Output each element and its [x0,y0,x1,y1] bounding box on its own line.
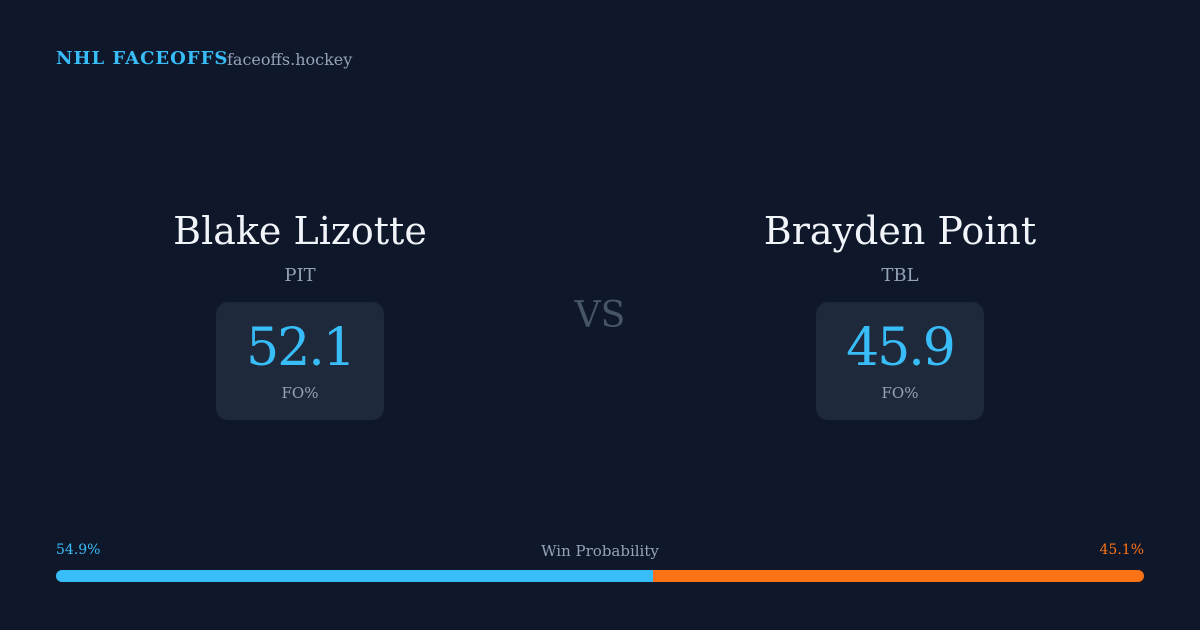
player-name: Brayden Point [763,209,1037,253]
win-prob-segment [56,570,654,582]
stat-card: 45.9 FO% [816,302,984,420]
site: faceoffs.hockey [227,50,353,69]
win-prob-bar [56,570,1144,582]
team: TBL [881,265,919,286]
player: Brayden Point TBL 45.9 FO% [650,205,1150,420]
fo-label: FO% [281,384,319,402]
player-name: Blake Lizotte [173,209,427,253]
fo-value: 52.1 [246,318,356,378]
team: PIT [284,265,316,286]
stat-card: 52.1 FO% [216,302,384,420]
vs: VS [574,295,626,336]
win-prob-segment [653,570,1144,582]
win-prob-title: Win Probability [541,542,659,560]
win-prob-label: 54.9% [56,542,101,558]
win-prob-label: 45.1% [1099,542,1144,558]
fo-value: 45.9 [846,318,956,378]
brand: NHL FACEOFFS [56,48,229,69]
fo-label: FO% [881,384,919,402]
player: Blake Lizotte PIT 52.1 FO% [50,205,550,420]
